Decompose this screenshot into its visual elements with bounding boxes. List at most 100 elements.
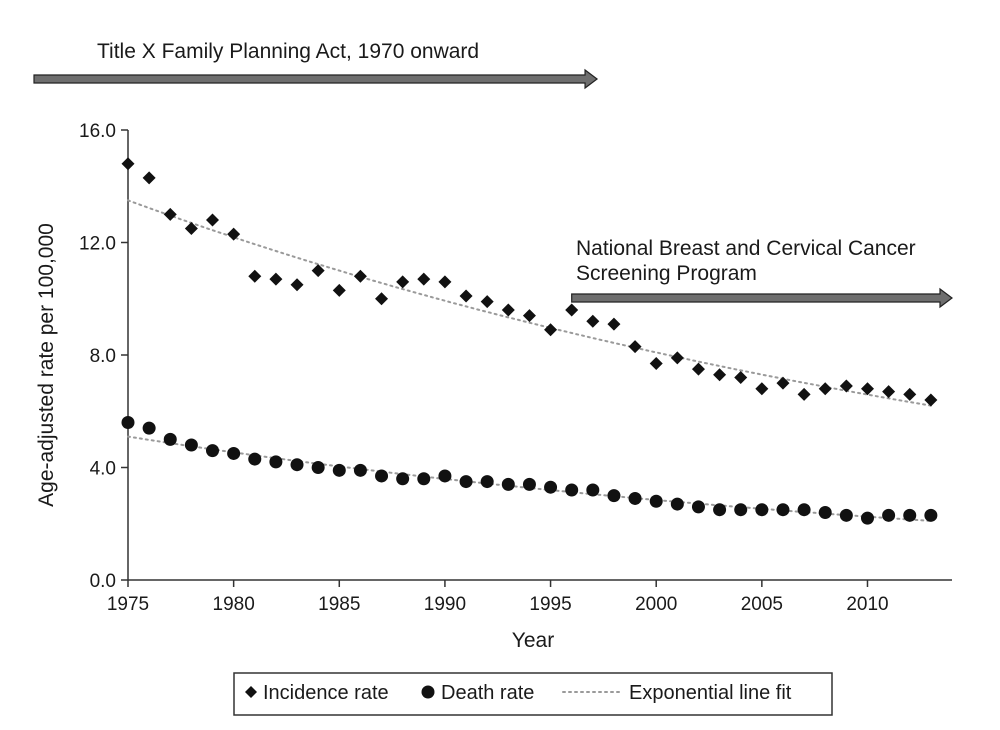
annotation-banners: Title X Family Planning Act, 1970 onward… [33, 40, 953, 309]
legend-box [233, 672, 833, 716]
legend-label-death: Death rate [441, 682, 534, 704]
incidence-rate-point [206, 213, 220, 227]
incidence-rate-point [903, 387, 917, 401]
incidence-rate-point [248, 269, 262, 283]
incidence-rate-point [121, 157, 135, 171]
incidence-rate-point [734, 371, 748, 384]
incidence-rate-point [480, 295, 494, 309]
banner-nbccedp-label-line2: Screening Program [576, 262, 757, 285]
incidence-rate-point [776, 376, 790, 390]
incidence-rate-point [501, 303, 515, 317]
incidence-rate-point [586, 314, 600, 328]
death-rate-point [544, 480, 558, 494]
death-rate-point [818, 506, 832, 519]
incidence-rate-point [544, 323, 558, 337]
incidence-rate-point [713, 368, 727, 382]
death-rate-point [522, 477, 536, 491]
death-rate-point [713, 503, 727, 517]
incidence-rate-point [607, 317, 621, 331]
x-axis-title: Year [512, 629, 554, 652]
incidence-rate-point [797, 387, 811, 401]
death-rate-point [797, 503, 811, 517]
death-rate-point [882, 508, 896, 522]
data-points [121, 157, 938, 525]
legend: Incidence rate Death rate Exponential line… [233, 672, 833, 716]
x-tick-label: 1980 [213, 594, 255, 615]
incidence-rate-point [755, 382, 769, 396]
incidence-rate-point [269, 272, 283, 286]
death-rate-point [332, 463, 346, 477]
axes: 0.0 4.0 8.0 12.0 16.0 1975 1980 1985 1990 1995 200… [35, 121, 952, 652]
incidence-rate-point [522, 309, 536, 323]
incidence-rate-point [860, 382, 874, 396]
incidence-rate-point [332, 283, 346, 297]
death-rate-point [903, 508, 917, 522]
death-rate-point [480, 475, 494, 489]
incidence-rate-point [290, 278, 304, 292]
incidence-rate-point [375, 292, 389, 306]
death-rate-point [417, 472, 431, 486]
x-tick-label: 2000 [635, 594, 677, 615]
death-rate-point [607, 489, 621, 503]
incidence-rate-point [839, 379, 853, 393]
incidence-rate-point [163, 207, 177, 221]
y-axis-title: Age-adjusted rate per 100,000 [35, 223, 58, 507]
death-rate-point [206, 444, 220, 458]
banner-title-x-arrow [33, 68, 599, 90]
x-tick-label: 1975 [107, 594, 149, 615]
incidence-rate-point [459, 289, 473, 303]
incidence-rate-point [691, 362, 705, 376]
death-rate-point [311, 461, 325, 474]
death-rate-point [459, 475, 473, 489]
incidence-rate-point [670, 351, 684, 365]
death-rate-point [670, 497, 684, 511]
x-tick-label: 2010 [846, 594, 888, 615]
death-rate-point [248, 452, 262, 466]
death-rate-point [501, 477, 515, 491]
legend-label-fit: Exponential line fit [629, 682, 792, 704]
y-tick-label: 12.0 [79, 234, 116, 255]
incidence-rate-point [438, 275, 452, 289]
fit-line-incidence-fit [127, 199, 932, 407]
death-rate-point [734, 503, 748, 517]
death-rate-point [691, 500, 705, 514]
incidence-rate-point [649, 356, 663, 370]
incidence-rate-point [628, 340, 642, 354]
death-rate-point [121, 416, 135, 429]
death-rate-point [924, 508, 938, 522]
banner-nbccedp-arrow [571, 287, 953, 309]
death-rate-point [839, 508, 853, 522]
y-tick-label: 16.0 [79, 121, 116, 142]
incidence-rate-point [142, 171, 156, 185]
incidence-rate-point [565, 303, 579, 317]
legend-circle-icon [421, 685, 435, 699]
death-rate-point [860, 511, 874, 525]
x-tick-label: 1990 [424, 594, 466, 615]
incidence-rate-point [311, 264, 325, 278]
death-rate-point [649, 494, 663, 508]
incidence-rate-point [227, 227, 241, 241]
death-rate-point [269, 455, 283, 469]
y-tick-label: 4.0 [90, 459, 116, 480]
death-rate-point [565, 483, 579, 497]
death-rate-point [396, 472, 410, 486]
banner-nbccedp-label-line1: National Breast and Cervical Cancer [576, 237, 916, 260]
x-tick-label: 1995 [529, 594, 571, 615]
incidence-rate-point [353, 269, 367, 283]
death-rate-point [353, 463, 367, 477]
legend-label-incidence: Incidence rate [263, 682, 389, 704]
incidence-rate-point [924, 393, 938, 407]
incidence-rate-point [417, 272, 431, 286]
death-rate-point [776, 503, 790, 517]
banner-title-x-label: Title X Family Planning Act, 1970 onward [97, 40, 479, 63]
incidence-rate-point [396, 275, 410, 289]
death-rate-point [755, 503, 769, 517]
incidence-rate-point [818, 382, 832, 396]
death-rate-point [375, 469, 389, 483]
y-tick-label: 0.0 [90, 571, 116, 592]
death-rate-point [227, 446, 241, 460]
death-rate-point [163, 432, 177, 446]
death-rate-point [290, 458, 304, 472]
incidence-rate-point [882, 385, 896, 399]
